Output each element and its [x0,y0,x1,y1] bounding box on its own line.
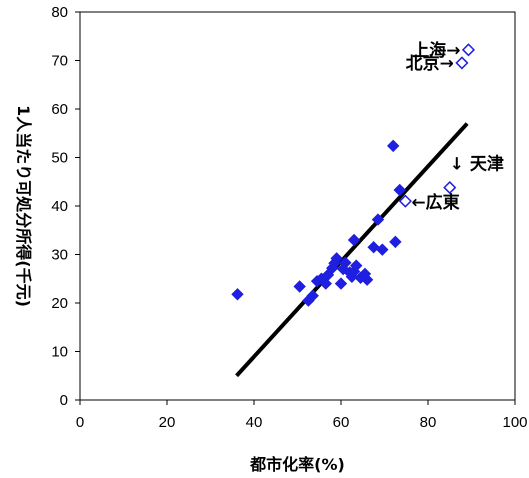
y-tick-label: 60 [51,101,68,118]
trend-line [235,122,469,378]
diamond-point [306,289,319,302]
axes: 0 10 20 30 40 50 60 70 80 0 20 40 60 80 100 [51,4,527,431]
open-diamond-point [443,181,457,195]
diamond-point [334,277,348,290]
diamond-point [319,277,332,290]
y-tick-label: 0 [60,392,68,409]
y-axis-title: 1人当たり可処分所得(千元) [14,105,33,307]
y-tick-label: 10 [51,344,68,361]
diamond-point [386,139,400,153]
y-tick-label: 30 [51,247,68,264]
diamond-point [231,288,244,301]
diamond-point [339,256,352,269]
diamond-point [376,243,389,256]
open-diamond-point [455,56,469,70]
x-tick-label: 80 [420,414,437,431]
y-tick-label: 20 [51,295,68,312]
x-tick-label: 0 [76,414,84,431]
x-tick-label: 100 [502,414,527,431]
diamond-point [350,259,363,272]
point-annotation: 北京→ [406,53,454,74]
point-annotation: 上海→ [412,40,460,61]
point-annotation: ←広東 [411,192,459,213]
diamond-point [393,183,406,197]
y-tick-label: 40 [51,198,68,215]
x-tick-label: 20 [159,414,176,431]
point-annotation: ↓ 天津 [450,154,504,175]
data-points [231,43,476,307]
y-tick-label: 70 [51,53,68,70]
diamond-point [367,241,380,254]
x-tick-label: 40 [246,414,263,431]
diamond-point [360,273,374,286]
diamond-point [347,233,361,247]
diamond-point [389,235,402,249]
y-tick-label: 80 [51,4,68,21]
open-diamond-point [398,194,412,208]
trend-line-group [235,122,469,378]
diamond-point [371,213,385,226]
diamond-point [330,252,343,265]
x-axis-title: 都市化率(%) [249,455,345,474]
y-tick-label: 50 [51,150,68,167]
open-diamond-point [461,43,476,57]
annotations: 上海→北京→ ↓ 天津 ←広東 [406,40,504,213]
diamond-point [293,280,306,293]
x-tick-label: 60 [333,414,350,431]
